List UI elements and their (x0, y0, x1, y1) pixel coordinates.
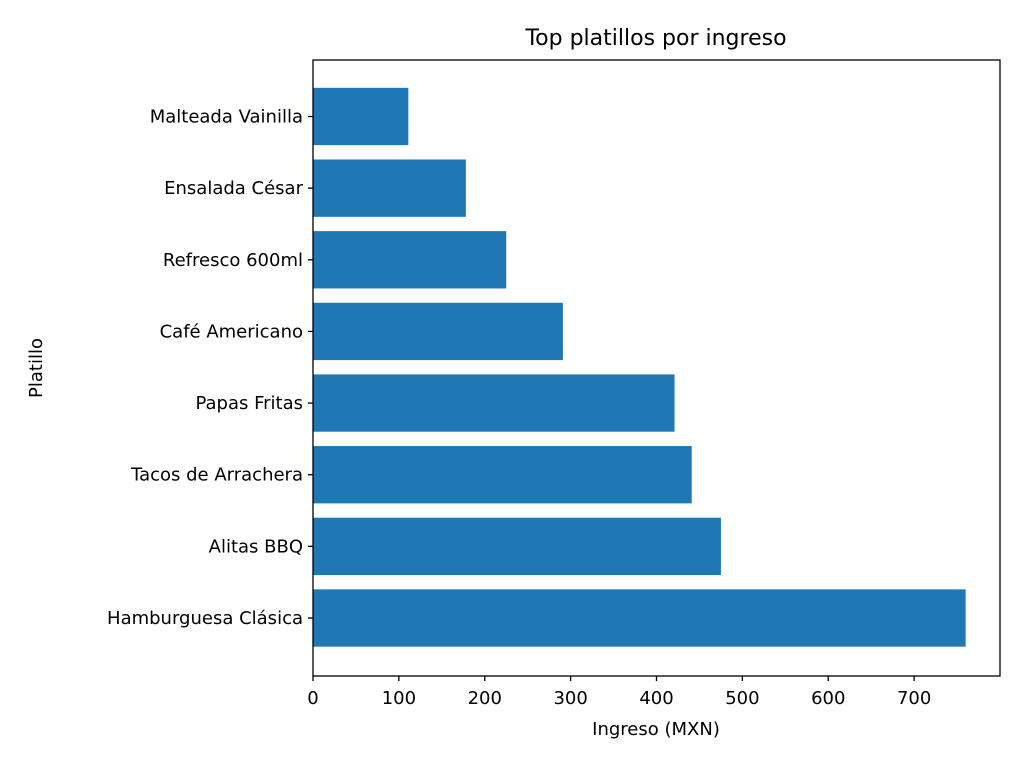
bar (313, 87, 409, 146)
y-tick-label: Malteada Vainilla (150, 107, 303, 128)
y-tick-label: Papas Fritas (195, 393, 303, 414)
y-axis-label: Platillo (26, 338, 47, 398)
x-tick-label: 600 (811, 688, 845, 709)
bar (313, 589, 966, 647)
y-tick-label: Alitas BBQ (209, 536, 303, 557)
bar (313, 231, 507, 289)
y-axis: Hamburguesa Clásica Alitas BBQ Tacos de Ar… (107, 107, 313, 629)
x-tick-label: 300 (553, 688, 587, 709)
x-tick-label: 700 (897, 688, 931, 709)
y-tick-label: Refresco 600ml (163, 250, 303, 271)
y-tick-label: Café Americano (160, 321, 303, 342)
x-axis: 0 100 200 300 400 500 600 700 (307, 676, 931, 709)
bar (313, 446, 692, 504)
plot-frame (312, 59, 1001, 677)
x-tick-label: 200 (468, 688, 502, 709)
x-tick-label: 500 (725, 688, 759, 709)
y-tick-label: Ensalada César (164, 178, 303, 199)
bar (313, 302, 563, 361)
bar (313, 374, 675, 432)
y-tick-label: Hamburguesa Clásica (107, 608, 303, 629)
bar (313, 159, 466, 217)
x-tick-label: 0 (307, 688, 318, 709)
y-tick-label: Tacos de Arrachera (130, 465, 303, 486)
x-tick-label: 100 (382, 688, 416, 709)
bars-group (313, 87, 966, 647)
chart-title: Top platillos por ingreso (524, 26, 786, 51)
x-axis-label: Ingreso (MXN) (592, 719, 720, 740)
x-tick-label: 400 (639, 688, 673, 709)
bar (313, 517, 721, 576)
